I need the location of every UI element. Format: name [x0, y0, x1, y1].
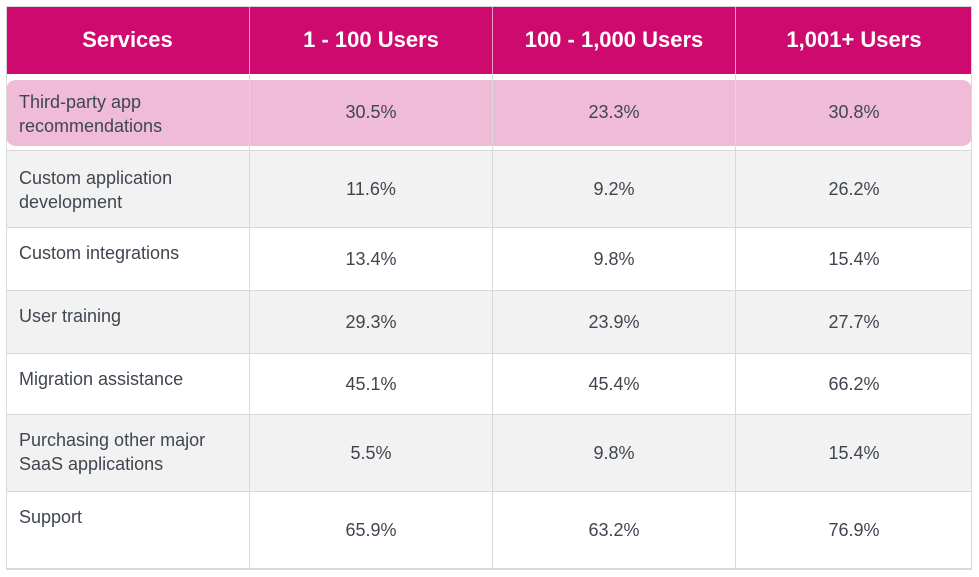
service-label-line: Custom application: [19, 168, 173, 188]
value-cell: 45.4%: [492, 354, 735, 414]
table-row: Purchasing other major SaaS applications…: [6, 415, 972, 492]
value-cell: 65.9%: [249, 492, 492, 568]
value-cell: 23.3%: [492, 74, 735, 150]
services-table: Services 1 - 100 Users 100 - 1,000 Users…: [6, 6, 972, 570]
service-label-line: Migration assistance: [19, 369, 184, 389]
service-cell: Migration assistance: [6, 354, 249, 414]
value-cell: 15.4%: [735, 415, 972, 491]
table-row: Third-party app recommendations 30.5% 23…: [6, 74, 972, 151]
value-cell: 29.3%: [249, 291, 492, 353]
header-1001-plus-users: 1,001+ Users: [735, 6, 972, 74]
service-label-line: User training: [19, 306, 122, 326]
service-label-line: Third-party app: [19, 92, 142, 112]
service-cell: Custom integrations: [6, 228, 249, 290]
table-body: Third-party app recommendations 30.5% 23…: [6, 74, 972, 569]
value-cell: 30.5%: [249, 74, 492, 150]
value-cell: 30.8%: [735, 74, 972, 150]
service-label-line: SaaS applications: [19, 454, 164, 474]
value-cell: 9.2%: [492, 151, 735, 227]
value-cell: 13.4%: [249, 228, 492, 290]
value-cell: 27.7%: [735, 291, 972, 353]
table-row: Custom integrations 13.4% 9.8% 15.4%: [6, 228, 972, 291]
header-services: Services: [82, 27, 173, 52]
value-cell: 11.6%: [249, 151, 492, 227]
table-row: User training 29.3% 23.9% 27.7%: [6, 291, 972, 354]
header-1-100-users: 1 - 100 Users: [249, 6, 492, 74]
service-label-line: recommendations: [19, 116, 163, 136]
value-cell: 63.2%: [492, 492, 735, 568]
service-cell: Purchasing other major SaaS applications: [6, 415, 249, 491]
service-label-line: development: [19, 192, 123, 212]
value-cell: 9.8%: [492, 415, 735, 491]
service-label-line: Purchasing other major: [19, 430, 206, 450]
value-cell: 66.2%: [735, 354, 972, 414]
value-cell: 76.9%: [735, 492, 972, 568]
table-row: Custom application development 11.6% 9.2…: [6, 151, 972, 228]
value-cell: 26.2%: [735, 151, 972, 227]
service-label-line: Support: [19, 507, 83, 527]
table-row: Support 65.9% 63.2% 76.9%: [6, 492, 972, 569]
value-cell: 15.4%: [735, 228, 972, 290]
highlighted-row-band: [6, 80, 972, 146]
value-cell: 5.5%: [249, 415, 492, 491]
service-cell: User training: [6, 291, 249, 353]
header-100-1000-users: 100 - 1,000 Users: [492, 6, 735, 74]
value-cell: 45.1%: [249, 354, 492, 414]
value-cell: 9.8%: [492, 228, 735, 290]
value-cell: 23.9%: [492, 291, 735, 353]
table-header: Services 1 - 100 Users 100 - 1,000 Users…: [6, 6, 972, 74]
service-cell: Custom application development: [6, 151, 249, 227]
table-row: Migration assistance 45.1% 45.4% 66.2%: [6, 354, 972, 415]
service-cell: Third-party app recommendations: [6, 74, 249, 150]
service-cell: Support: [6, 492, 249, 568]
service-label-line: Custom integrations: [19, 243, 180, 263]
